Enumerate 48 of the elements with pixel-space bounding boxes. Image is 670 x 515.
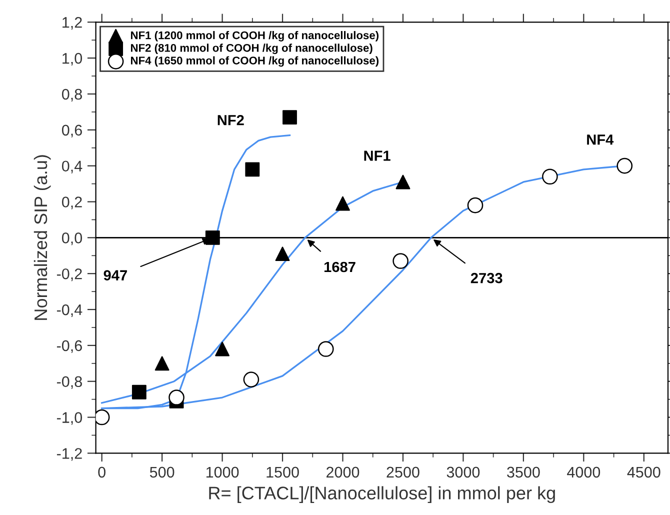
point bbox=[205, 230, 220, 245]
y-tick-label: 0,6 bbox=[62, 124, 82, 138]
x-axis-title: R= [CTACL]/[Nanocellulose] in mmol per kg bbox=[209, 486, 555, 504]
y-tick-label: 1,2 bbox=[62, 17, 82, 30]
annotation: NF2 bbox=[218, 114, 244, 126]
point bbox=[168, 390, 184, 406]
point bbox=[542, 168, 558, 185]
x-tick-label: 500 bbox=[150, 466, 174, 478]
x-tick-label: 2000 bbox=[326, 466, 360, 478]
point bbox=[215, 342, 230, 356]
y-tick-label: 0,4 bbox=[62, 160, 82, 174]
legend-label: NF2 (810 mmol of COOH /kg of nanocellulose) bbox=[131, 44, 372, 54]
point bbox=[282, 110, 297, 125]
x-tick-label: 1500 bbox=[266, 466, 299, 478]
annotation: NF1 bbox=[364, 150, 390, 161]
point bbox=[336, 196, 350, 211]
x-tick-label: 3500 bbox=[507, 466, 540, 478]
point bbox=[275, 246, 290, 262]
annotation: 947 bbox=[104, 270, 127, 280]
legend-label: NF1 (1200 mmol of COOH /kg of nanocellulose) bbox=[131, 31, 379, 42]
y-tick-label: -0,6 bbox=[56, 340, 82, 353]
point bbox=[132, 384, 146, 400]
annotation: 1687 bbox=[324, 262, 356, 272]
x-tick-label: 4000 bbox=[567, 466, 600, 478]
y-tick-label: 0,2 bbox=[62, 196, 82, 210]
x-tick-label: 3000 bbox=[446, 466, 480, 478]
point bbox=[154, 356, 170, 371]
x-tick-label: 0 bbox=[98, 466, 106, 478]
y-tick-label: -0,8 bbox=[56, 376, 82, 389]
point bbox=[245, 162, 260, 177]
annotation: NF4 bbox=[587, 134, 614, 145]
annotation: 2733 bbox=[470, 272, 502, 284]
point bbox=[467, 197, 484, 214]
y-tick-label: 1,0 bbox=[62, 52, 82, 66]
y-tick-label: -0,2 bbox=[56, 268, 82, 282]
y-tick-label: -0,4 bbox=[56, 304, 82, 318]
point bbox=[616, 158, 633, 174]
legend-label: NF4 (1650 mmol of COOH /kg of nanocellulose) bbox=[131, 56, 379, 67]
point bbox=[396, 174, 410, 190]
point bbox=[318, 341, 334, 357]
y-tick-label: 0,0 bbox=[62, 232, 82, 246]
x-tick-label: 2500 bbox=[386, 466, 420, 478]
y-tick-label: -1,2 bbox=[56, 448, 82, 461]
y-axis-title: Normalized SIP (a.u) bbox=[34, 155, 51, 320]
y-tick-label: -1,0 bbox=[56, 412, 82, 425]
x-tick-label: 1000 bbox=[206, 466, 239, 478]
y-tick-label: 0,8 bbox=[62, 88, 82, 102]
x-tick-label: 4500 bbox=[627, 466, 660, 478]
